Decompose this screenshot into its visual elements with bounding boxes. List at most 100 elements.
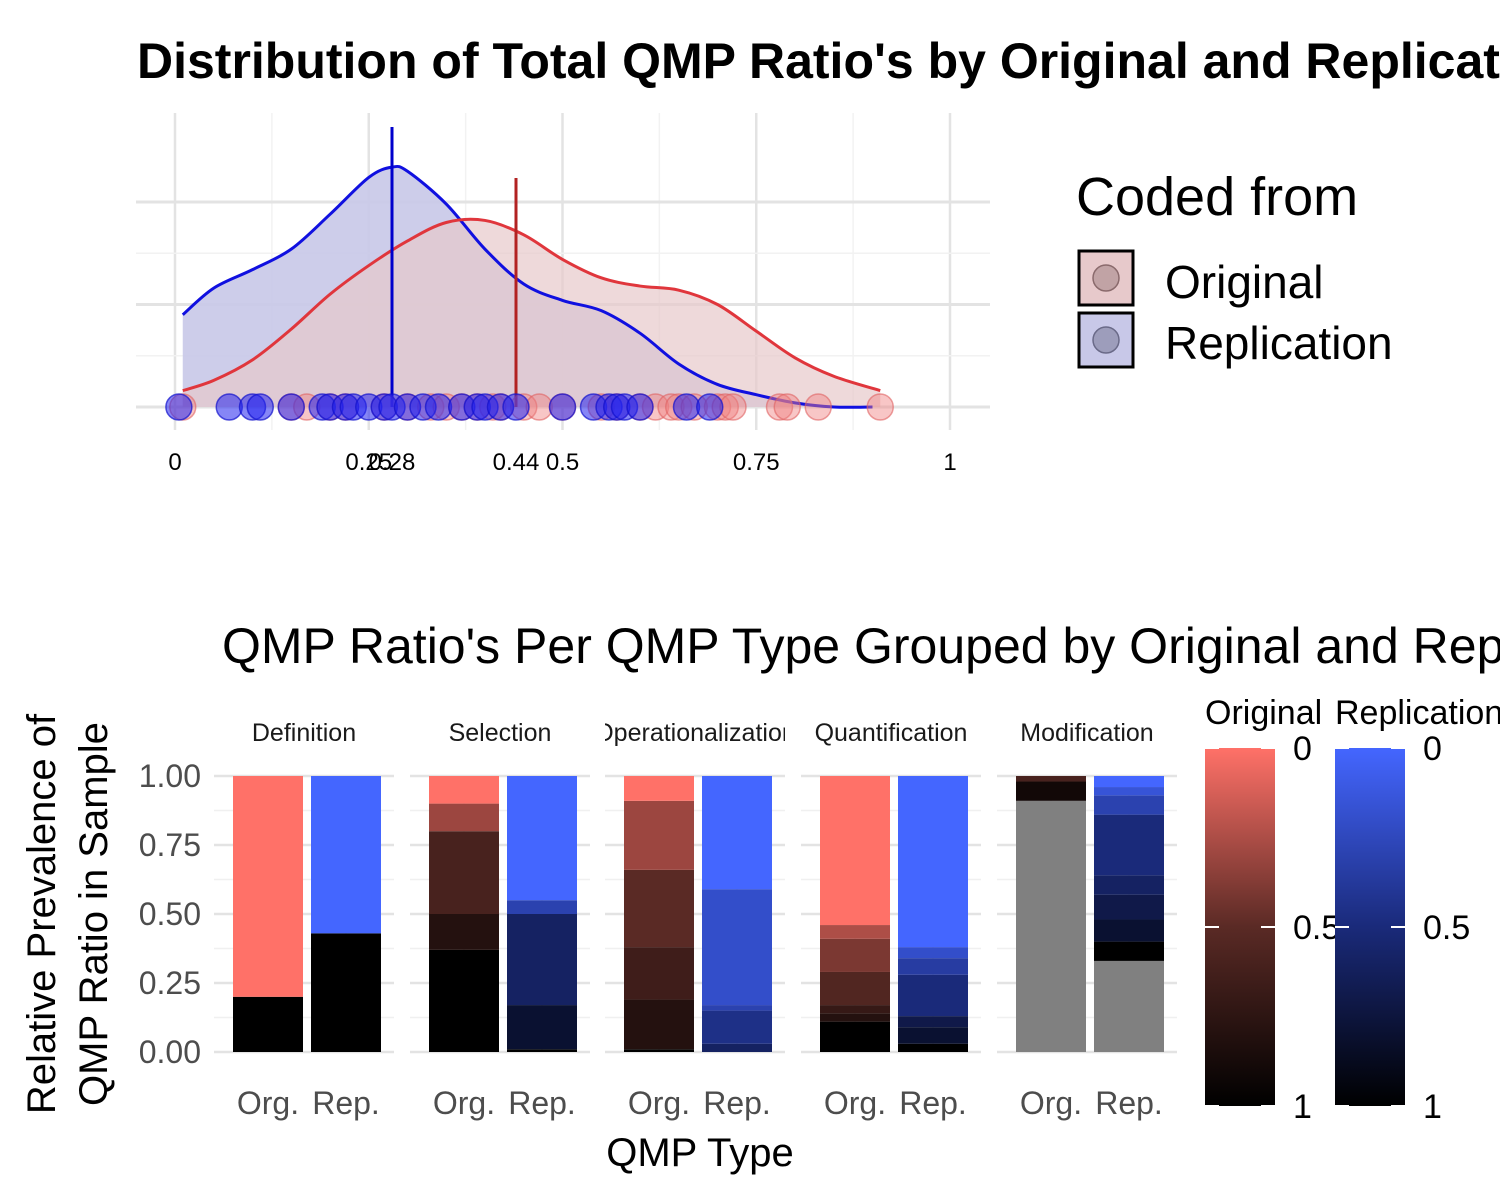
density-chart-title: Distribution of Total QMP Ratio's by Ori…	[137, 33, 1500, 89]
data-point-original	[765, 393, 794, 421]
x-tick-label: Rep.	[899, 1085, 967, 1121]
bar-segment-rep	[507, 776, 577, 901]
density-area-original	[182, 219, 881, 407]
bar-segment-org	[624, 999, 694, 1050]
data-point-replication	[672, 393, 701, 421]
facet-label: Selection	[449, 719, 552, 747]
bar-segment-org	[820, 776, 890, 926]
facet-label: Definition	[252, 719, 356, 747]
data-point-replication	[626, 393, 654, 421]
bar-chart-title: QMP Ratio's Per QMP Type Grouped by Orig…	[222, 618, 1500, 674]
x-tick-label: Org.	[824, 1085, 886, 1121]
legend-tick-label: 1	[1423, 1088, 1442, 1126]
legend-title: Replication	[1335, 694, 1500, 732]
data-point-original	[866, 393, 894, 421]
bar-segment-rep	[898, 958, 968, 975]
bar-segment-rep	[702, 1010, 772, 1044]
density-panel: 0 0.250.28 0.44 0.5 0.75 1	[136, 113, 990, 476]
bar-segment-rep	[1094, 795, 1164, 815]
bar-segment-org	[820, 971, 890, 1006]
data-point-replication	[548, 393, 577, 421]
legend-entry-replication: Replication	[1077, 311, 1393, 369]
x-tick-label: Org.	[628, 1085, 690, 1121]
bar-segment-rep	[898, 974, 968, 1017]
legend-key-point-replication	[1092, 326, 1120, 354]
bar-segment-org	[820, 925, 890, 939]
bar-segment-org	[624, 800, 694, 870]
bar-segment-rep	[898, 1027, 968, 1044]
bar-segment-rep	[702, 889, 772, 1006]
bar-segment-org	[624, 776, 694, 801]
bar-segment-org	[1016, 800, 1086, 1052]
x-tick-label: 0.44	[493, 449, 540, 476]
y-tick-label: 0.75	[139, 827, 201, 863]
density-legend: Coded from Original Replication	[1076, 167, 1393, 369]
x-tick-label: 0.25	[345, 449, 392, 476]
x-tick-label: 0.28	[369, 449, 416, 476]
legend-tick-label: 0.5	[1423, 909, 1470, 947]
x-tick-label: Rep.	[508, 1085, 576, 1121]
bar-segment-org	[624, 1049, 694, 1052]
bar-segment-rep	[898, 776, 968, 948]
x-tick-label: Org.	[1020, 1085, 1082, 1121]
bar-segment-org	[820, 1013, 890, 1022]
bar-segment-rep	[1094, 894, 1164, 920]
x-tick-label: 0	[168, 449, 181, 476]
bar-segment-org	[233, 776, 303, 997]
x-tick-label: 0.5	[546, 449, 579, 476]
density-curve-replication	[181, 164, 873, 409]
bar-segment-org	[429, 776, 499, 804]
legend-label-original: Original	[1165, 256, 1324, 308]
legend-entry-original: Original	[1077, 249, 1324, 308]
x-tick-label: Rep.	[1095, 1085, 1163, 1121]
bar-segment-rep	[507, 900, 577, 914]
bar-segment-org	[624, 947, 694, 1000]
y-tick-label: 0.00	[139, 1034, 201, 1070]
data-point-replication	[696, 393, 724, 421]
bar-segment-org	[1016, 776, 1086, 782]
x-tick-label: 1	[943, 449, 956, 476]
bar-segment-org	[429, 803, 499, 832]
bar-segment-org	[429, 949, 499, 1052]
data-point-replication	[246, 393, 274, 421]
bar-segment-rep	[1094, 787, 1164, 796]
bar-segment-rep	[898, 1043, 968, 1052]
y-tick-label: 1.00	[139, 758, 201, 794]
bar-segment-rep	[311, 933, 381, 1052]
bar-segment-org	[429, 914, 499, 950]
bar-segment-rep	[702, 1043, 772, 1052]
facet-label: Modification	[1020, 719, 1153, 747]
data-point-original	[773, 393, 801, 421]
bar-segment-rep	[702, 776, 772, 890]
data-point-replication	[165, 393, 193, 421]
data-point-replication	[424, 393, 453, 421]
bar-segment-rep	[507, 1049, 577, 1052]
bar-segment-org	[1016, 781, 1086, 801]
legend-title: Original	[1205, 694, 1322, 732]
legend-key-replication	[1077, 311, 1135, 369]
bar-segment-rep	[507, 1005, 577, 1050]
x-tick-label: Rep.	[703, 1085, 771, 1121]
bar-segment-rep	[1094, 919, 1164, 942]
legend-title: Coded from	[1076, 167, 1358, 227]
legend-tick-label: 0.5	[1293, 909, 1340, 947]
y-axis-label: Relative Prevalence of QMP Ratio in Sampl…	[20, 713, 116, 1114]
data-point-replication	[215, 393, 243, 421]
y-axis-label-line: Relative Prevalence of	[20, 713, 64, 1114]
legend-tick-label: 1	[1293, 1088, 1312, 1126]
data-point-replication	[277, 393, 305, 421]
facet-quantification: Quantification Org. Rep.	[801, 719, 981, 1121]
data-point-original	[525, 393, 553, 421]
bar-segment-rep	[702, 1005, 772, 1011]
facet-modification: Modification Org. Rep.	[997, 719, 1177, 1121]
bar-segment-rep	[311, 776, 381, 934]
bar-segment-org	[233, 996, 303, 1052]
x-tick-label: Org.	[433, 1085, 495, 1121]
bar-segment-org	[820, 1005, 890, 1014]
x-tick-label: 0.75	[733, 449, 780, 476]
bar-segment-org	[429, 831, 499, 914]
